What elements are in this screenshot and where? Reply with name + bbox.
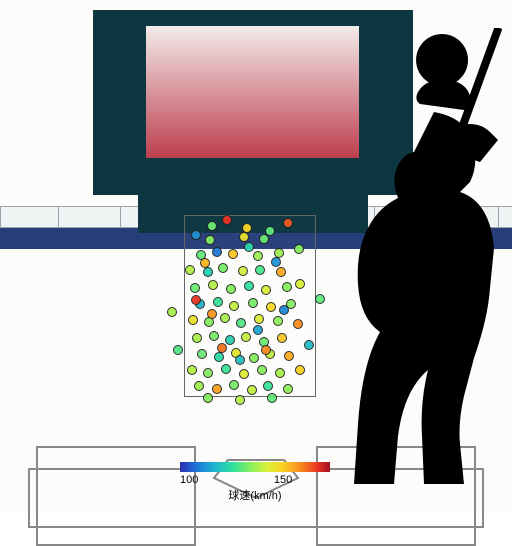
pitch-point [228,249,238,259]
pitch-point [220,313,230,323]
pitch-point [248,298,258,308]
pitch-point [235,355,245,365]
pitch-point [200,258,210,268]
pitch-point [185,265,195,275]
pitch-point [282,282,292,292]
pitch-point [304,340,314,350]
pitch-point [235,395,245,405]
pitch-point [295,279,305,289]
pitch-point [217,343,227,353]
pitch-point [229,301,239,311]
pitch-point [226,284,236,294]
pitch-point [212,384,222,394]
pitch-point [194,381,204,391]
pitch-point [191,295,201,305]
pitch-point [214,352,224,362]
pitch-point [283,384,293,394]
pitch-point [295,365,305,375]
pitch-point [277,333,287,343]
pitch-point [188,315,198,325]
pitch-point [267,393,277,403]
pitch-point [239,232,249,242]
pitch-point [284,351,294,361]
pitch-point [241,332,251,342]
pitch-point [249,353,259,363]
pitch-point [221,364,231,374]
pitch-point [187,365,197,375]
pitch-point [197,349,207,359]
pitch-point [207,309,217,319]
pitch-point [253,251,263,261]
pitch-point [236,318,246,328]
pitch-point [244,281,254,291]
pitch-point [203,267,213,277]
pitch-point [205,235,215,245]
pitch-point [191,230,201,240]
pitch-point [255,265,265,275]
legend-label: 球速(km/h) [180,487,330,503]
pitch-point [203,393,213,403]
pitch-point [167,307,177,317]
pitch-point [190,283,200,293]
pitch-point [253,325,263,335]
batter-silhouette [324,28,512,508]
pitch-point [254,314,264,324]
pitch-point [276,267,286,277]
pitch-point [207,221,217,231]
pitch-point [279,305,289,315]
pitch-point [229,380,239,390]
pitch-point [265,226,275,236]
pitch-point [203,368,213,378]
legend-tick: 150 [274,474,292,486]
pitch-point [247,385,257,395]
pitch-point [208,280,218,290]
legend-tick: 100 [180,474,198,486]
pitch-point [209,331,219,341]
pitch-point [257,365,267,375]
pitch-point [261,285,271,295]
pitch-point [173,345,183,355]
pitch-point [212,247,222,257]
pitch-point [218,263,228,273]
pitch-point [294,244,304,254]
pitch-point [271,257,281,267]
pitch-point [238,266,248,276]
pitch-point [261,345,271,355]
pitch-point [242,223,252,233]
pitch-point [263,381,273,391]
pitch-point [213,297,223,307]
pitch-point [192,333,202,343]
pitch-point [293,319,303,329]
pitch-point [273,316,283,326]
pitch-point [225,335,235,345]
pitch-point [239,369,249,379]
pitch-point [275,368,285,378]
pitch-point [266,302,276,312]
pitch-point [222,215,232,225]
pitch-point [283,218,293,228]
pitch-point [244,242,254,252]
